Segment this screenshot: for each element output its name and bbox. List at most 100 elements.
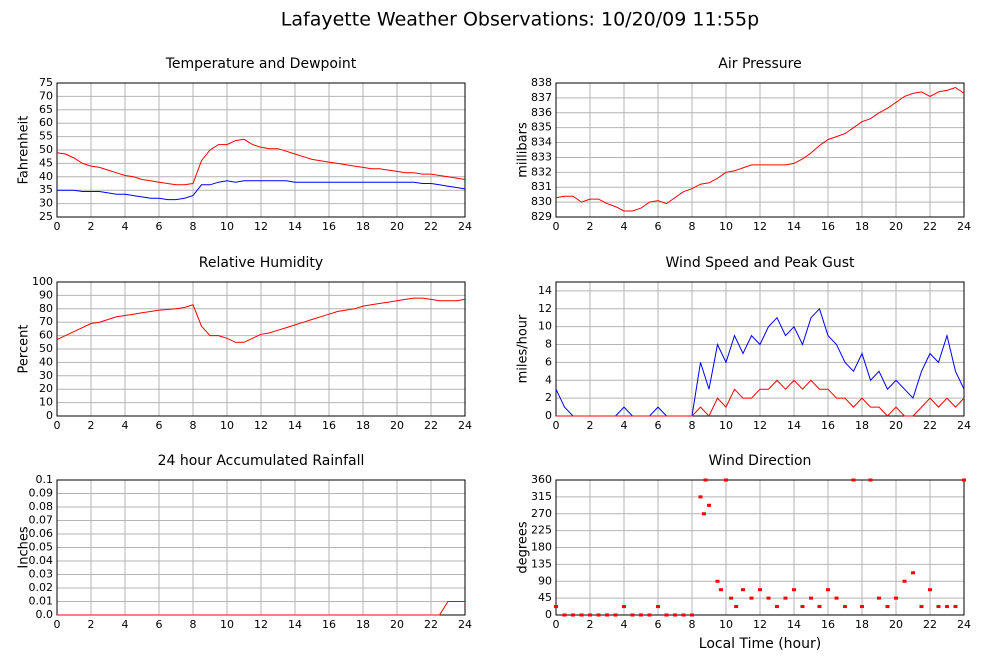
x-tick-label: 12 [753,419,767,432]
x-tick-label: 12 [254,618,268,631]
x-axis-label: Local Time (hour) [699,636,821,652]
y-tick-label: 837 [531,91,552,104]
data-line [57,180,466,201]
data-point [928,588,932,592]
x-tick-label: 12 [254,419,268,432]
y-tick-label: 100 [32,275,53,288]
data-point [554,605,558,609]
x-tick-label: 14 [787,618,801,631]
chart-title: 24 hour Accumulated Rainfall [158,453,365,469]
x-tick-label: 20 [390,618,404,631]
data-point [579,613,584,617]
y-tick-label: 45 [39,156,53,169]
data-point [860,605,864,609]
x-tick-label: 2 [587,220,594,233]
data-point [775,605,779,609]
x-tick-label: 18 [855,618,869,631]
x-tick-label: 0 [553,220,560,233]
y-axis-label: millibars [516,122,531,178]
data-point [562,613,567,617]
x-tick-label: 8 [689,220,696,233]
x-tick-label: 4 [122,419,129,432]
chart-title: Wind Speed and Peak Gust [666,255,855,271]
y-tick-label: 70 [39,315,53,328]
data-point [571,613,575,617]
page-title: Lafayette Weather Observations: 10/20/09… [281,9,759,31]
y-tick-label: 30 [39,369,53,382]
chart-title: Wind Direction [709,453,812,469]
x-tick-label: 16 [322,419,336,432]
x-tick-label: 22 [424,419,438,432]
y-tick-label: 0.07 [29,514,54,527]
data-point [919,605,924,609]
y-tick-label: 60 [39,329,53,342]
data-point [894,596,898,600]
x-tick-label: 20 [889,618,903,631]
data-point [639,613,643,617]
x-tick-label: 18 [356,220,370,233]
y-tick-label: 831 [531,180,552,193]
data-point [605,613,609,617]
data-line [555,307,965,417]
data-point [834,596,839,600]
y-tick-label: 70 [39,89,53,102]
data-point [817,605,822,609]
x-tick-label: 6 [655,419,662,432]
data-point [843,605,847,609]
x-tick-label: 12 [753,618,767,631]
x-tick-label: 12 [254,220,268,233]
x-tick-label: 4 [621,618,628,631]
data-point [809,596,813,600]
x-tick-label: 0 [553,419,560,432]
data-point [766,596,771,600]
data-point [868,478,873,482]
x-tick-label: 22 [923,220,937,233]
y-tick-label: 0.02 [29,581,54,594]
x-tick-label: 8 [689,419,696,432]
x-tick-label: 18 [855,419,869,432]
data-point [588,613,592,617]
data-point [647,613,652,617]
data-point [681,613,686,617]
y-tick-label: 10 [538,320,552,333]
y-tick-label: 35 [39,183,53,196]
y-tick-label: 180 [531,541,552,554]
data-point [715,579,720,583]
x-tick-label: 4 [621,220,628,233]
y-tick-label: 6 [545,355,552,368]
y-tick-label: 0 [46,409,53,422]
x-tick-label: 22 [923,419,937,432]
x-tick-label: 4 [122,220,129,233]
x-tick-label: 24 [957,220,971,233]
y-tick-label: 0.08 [29,500,54,513]
y-tick-label: 135 [531,557,552,570]
y-tick-label: 225 [531,524,552,537]
y-tick-label: 40 [39,355,53,368]
data-point [962,478,966,482]
x-tick-label: 0 [54,220,61,233]
data-point [703,478,708,482]
data-point [792,588,796,592]
y-tick-label: 45 [538,591,552,604]
x-tick-label: 22 [923,618,937,631]
y-tick-label: 25 [39,210,53,223]
data-point [630,613,635,617]
y-tick-label: 40 [39,170,53,183]
y-tick-label: 0 [545,409,552,422]
plot-frame [56,82,466,218]
y-tick-label: 80 [39,302,53,315]
x-tick-label: 4 [621,419,628,432]
x-tick-label: 18 [356,419,370,432]
y-tick-label: 0.09 [29,487,54,500]
y-tick-label: 838 [531,76,552,89]
y-tick-label: 0.1 [36,473,54,486]
y-tick-label: 360 [531,473,552,486]
x-tick-label: 24 [458,618,472,631]
x-tick-label: 2 [587,419,594,432]
y-tick-label: 2 [545,391,552,404]
data-point [902,579,907,583]
x-tick-label: 6 [156,618,163,631]
y-tick-label: 0.06 [29,527,54,540]
x-tick-label: 10 [220,419,234,432]
x-tick-label: 14 [787,220,801,233]
